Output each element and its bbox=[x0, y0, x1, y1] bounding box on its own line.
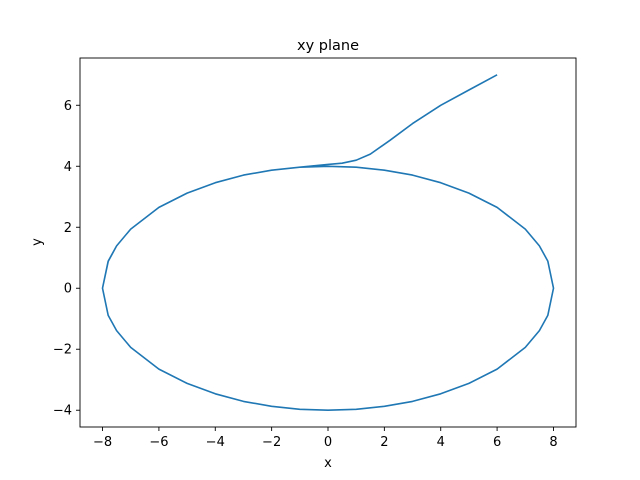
series-line bbox=[101, 74, 555, 412]
x-tick-label: 0 bbox=[324, 435, 332, 450]
x-tick-label: −8 bbox=[93, 435, 112, 450]
x-tick-label: 6 bbox=[493, 435, 501, 450]
y-axis: −4 −2 0 2 4 6 bbox=[53, 99, 80, 419]
x-tick-label: 4 bbox=[437, 435, 445, 450]
x-axis: −8 −6 −4 −2 0 2 4 6 8 bbox=[93, 427, 558, 450]
y-tick-label: 6 bbox=[64, 99, 72, 114]
x-tick-label: 8 bbox=[549, 435, 557, 450]
y-axis-label: y bbox=[30, 238, 45, 246]
x-tick-label: −6 bbox=[149, 435, 168, 450]
x-tick-label: −2 bbox=[262, 435, 281, 450]
y-tick-label: −2 bbox=[53, 343, 72, 358]
plot-background bbox=[80, 58, 576, 427]
y-tick-label: 0 bbox=[64, 282, 72, 297]
y-tick-label: −4 bbox=[53, 404, 72, 419]
chart-title: xy plane bbox=[297, 38, 359, 54]
x-tick-label: 2 bbox=[380, 435, 388, 450]
y-tick-label: 4 bbox=[64, 160, 72, 175]
x-tick-label: −4 bbox=[206, 435, 225, 450]
y-tick-label: 2 bbox=[64, 221, 72, 236]
x-axis-label: x bbox=[324, 456, 332, 471]
plot-area bbox=[79, 57, 577, 428]
